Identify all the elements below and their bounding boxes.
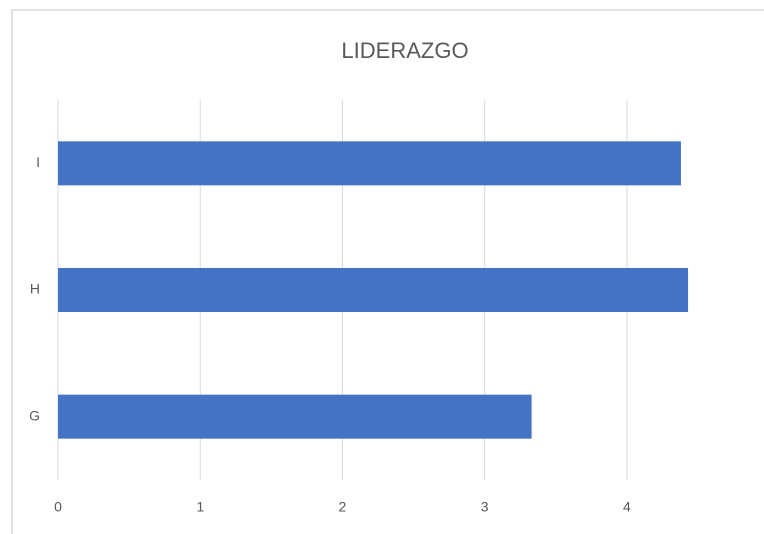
y-tick-label: I [36,154,40,170]
bar [58,394,532,439]
x-tick-label: 2 [339,499,347,515]
x-tick-label: 3 [481,499,489,515]
chart-border [11,9,764,534]
x-tick-label: 1 [196,499,204,515]
y-tick-label: G [29,407,40,423]
chart-title: LIDERAZGO [341,38,468,63]
x-tick-label: 4 [623,499,631,515]
y-tick-label: H [30,281,40,297]
x-tick-label: 0 [54,499,62,515]
bar [58,268,689,312]
bar [58,141,681,186]
